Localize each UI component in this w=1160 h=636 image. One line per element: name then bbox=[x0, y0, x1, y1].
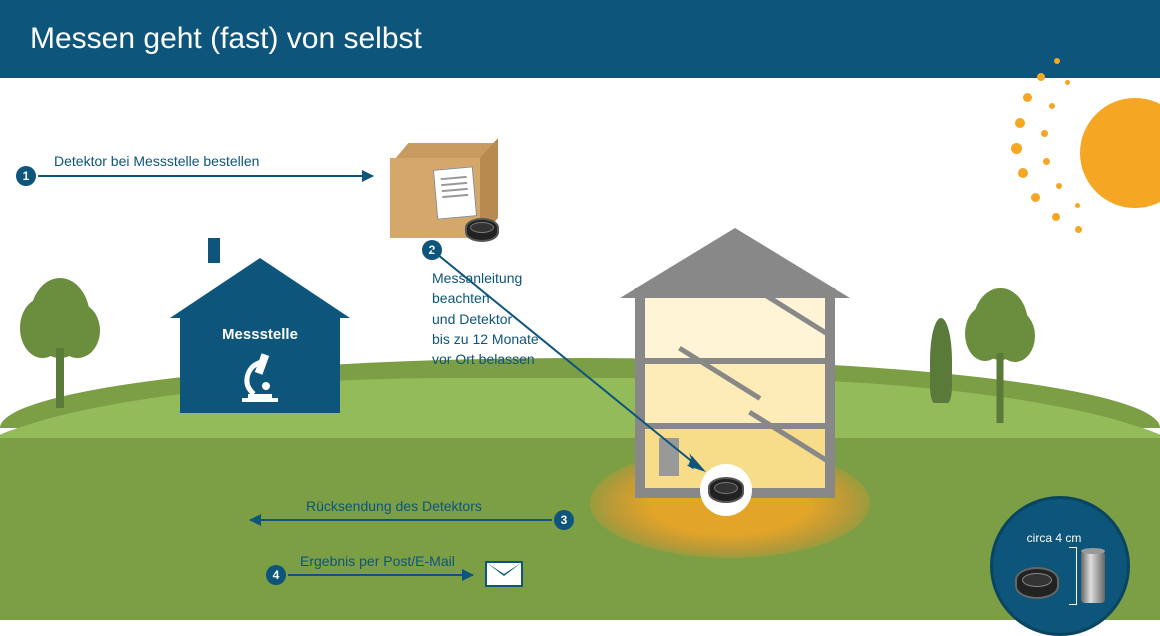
page-title: Messen geht (fast) von selbst bbox=[0, 0, 1160, 78]
step-badge-4: 4 bbox=[266, 565, 286, 585]
sun-icon bbox=[1010, 48, 1160, 228]
infographic-scene: Messstelle bbox=[0, 78, 1160, 620]
detector-size-info: circa 4 cm bbox=[990, 496, 1130, 636]
messstelle-building: Messstelle bbox=[170, 258, 350, 413]
tree-icon bbox=[965, 288, 1035, 423]
tree-icon bbox=[20, 278, 100, 408]
step-badge-3: 3 bbox=[554, 510, 574, 530]
arrow-step3 bbox=[250, 519, 552, 521]
step-badge-1: 1 bbox=[16, 166, 36, 186]
detector-icon bbox=[1015, 567, 1059, 599]
detector-cylinder-icon bbox=[1081, 551, 1105, 603]
messstelle-label: Messstelle bbox=[180, 318, 340, 343]
instruction-sheet-icon bbox=[433, 166, 477, 219]
microscope-icon bbox=[238, 350, 282, 404]
step-2-text: Messanleitung beachten und Detektor bis … bbox=[432, 268, 539, 369]
cypress-tree-icon bbox=[930, 318, 952, 403]
envelope-icon bbox=[485, 561, 523, 587]
step-3-text: Rücksendung des Detektors bbox=[306, 498, 482, 514]
size-label: circa 4 cm bbox=[993, 531, 1115, 545]
step-4-text: Ergebnis per Post/E-Mail bbox=[300, 553, 455, 569]
detector-icon bbox=[465, 218, 499, 242]
step-1-text: Detektor bei Messstelle bestellen bbox=[54, 153, 259, 169]
package-icon bbox=[390, 143, 500, 238]
arrow-step4 bbox=[288, 574, 473, 576]
arrow-step1 bbox=[38, 175, 373, 177]
